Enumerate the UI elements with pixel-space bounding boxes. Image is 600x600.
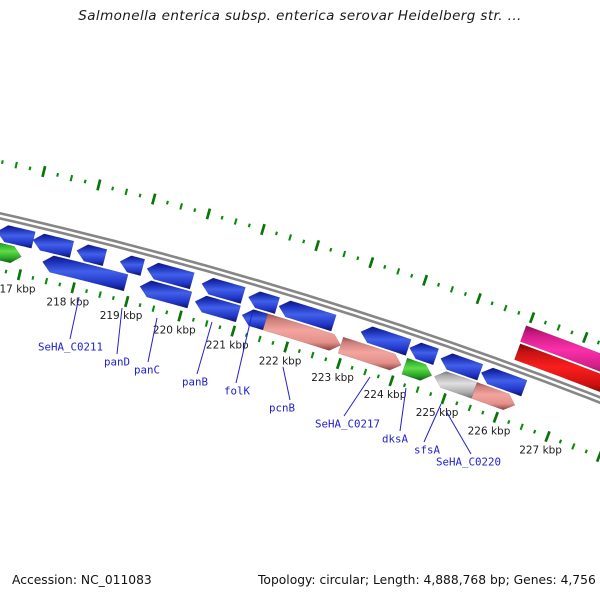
kbp-label-226: 226 kbp — [468, 425, 511, 437]
gene-arrow-g11[interactable] — [440, 353, 484, 381]
kbp-label-223: 223 kbp — [311, 372, 354, 384]
kbp-label-218: 218 kbp — [46, 296, 89, 308]
gene-arrow-pcnB[interactable] — [262, 313, 341, 351]
gene-label-SeHA_C0220[interactable]: SeHA_C0220 — [436, 456, 501, 469]
leader-line-pcnB — [282, 366, 291, 401]
gene-arrow-g2[interactable] — [32, 233, 75, 258]
kbp-label-224: 224 kbp — [364, 389, 407, 401]
ruler-ticks-outer — [0, 160, 600, 345]
gene-label-sfsA[interactable]: sfsA — [414, 444, 441, 457]
topology-label: Topology: circular; Length: 4,888,768 bp… — [258, 573, 596, 587]
gene-arrow-g8[interactable] — [278, 300, 337, 332]
gene-arrow-g9[interactable] — [360, 326, 412, 356]
leader-line-panD — [116, 307, 123, 355]
gene-arrow-SeHA_C0211[interactable] — [42, 255, 129, 292]
leader-line-folK — [235, 313, 253, 384]
gene-arrow-panD[interactable] — [119, 255, 146, 276]
leader-line-SeHA_C0217 — [343, 376, 371, 417]
gene-label-panD[interactable]: panD — [104, 356, 130, 369]
gene-arrow-g10[interactable] — [409, 342, 439, 366]
gene-label-SeHA_C0211[interactable]: SeHA_C0211 — [38, 341, 103, 354]
kbp-label-221: 221 kbp — [206, 340, 249, 352]
leader-line-SeHA_C0220 — [445, 410, 472, 455]
gene-features — [0, 225, 600, 411]
kbp-label-227: 227 kbp — [519, 445, 562, 457]
gene-label-pcnB[interactable]: pcnB — [269, 402, 295, 415]
gene-label-folK[interactable]: folK — [224, 385, 251, 398]
gene-label-dksA[interactable]: dksA — [382, 433, 409, 446]
leader-line-sfsA — [423, 403, 442, 443]
kbp-label-220: 220 kbp — [153, 325, 196, 337]
gene-arrow-g15[interactable] — [139, 280, 193, 309]
organism-title: Salmonella enterica subsp. enterica sero… — [78, 8, 522, 24]
kbp-label-222: 222 kbp — [259, 355, 302, 367]
gene-arrow-g13[interactable] — [0, 242, 22, 264]
gene-arrow-folK[interactable] — [248, 291, 280, 315]
gene-arrow-panB[interactable] — [201, 277, 246, 304]
gene-arrow-g3[interactable] — [76, 244, 108, 267]
gene-arrow-g23[interactable] — [514, 343, 600, 396]
gene-arrow-sfsA[interactable] — [434, 371, 478, 399]
leader-line-panB — [196, 321, 213, 375]
leader-line-panC — [147, 317, 158, 363]
gene-arrow-g17[interactable] — [241, 309, 269, 331]
gene-label-SeHA_C0217[interactable]: SeHA_C0217 — [315, 418, 380, 431]
ruler-ticks-inner — [4, 269, 600, 463]
accession-label: Accession: NC_011083 — [12, 573, 152, 587]
gene-label-panB[interactable]: panB — [182, 376, 208, 389]
gene-arrow-g12[interactable] — [480, 367, 528, 397]
kbp-label-217: 217 kbp — [0, 283, 36, 295]
gene-arrow-g24[interactable] — [520, 325, 600, 378]
gene-arrow-dksA[interactable] — [401, 357, 433, 381]
gene-arrow-panC[interactable] — [146, 262, 195, 290]
leader-line-SeHA_C0211 — [69, 296, 80, 340]
gene-arrow-SeHA_C0220[interactable] — [471, 382, 516, 411]
gene-arrow-SeHA_C0217[interactable] — [337, 336, 402, 371]
gene-arrow-g16[interactable] — [194, 295, 241, 323]
gene-label-panC[interactable]: panC — [134, 364, 160, 377]
leader-line-dksA — [399, 387, 407, 432]
